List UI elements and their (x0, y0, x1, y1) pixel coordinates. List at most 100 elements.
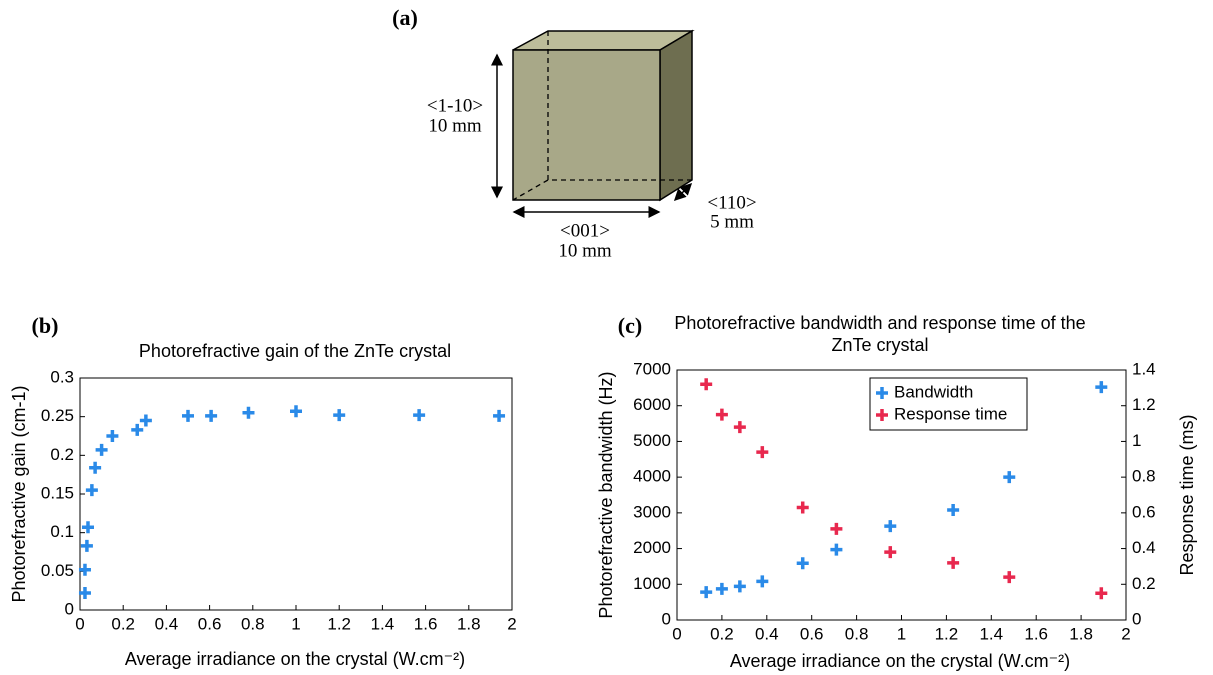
x-tick-label: 0.6 (800, 624, 824, 643)
marker (78, 586, 91, 599)
y-tick-label: 0.25 (41, 406, 74, 425)
y-tick-label: 0.05 (41, 561, 74, 580)
marker (756, 575, 769, 588)
marker (796, 501, 809, 514)
marker (182, 409, 194, 422)
legend-marker (876, 409, 888, 421)
x-tick-label: 1.8 (1069, 624, 1093, 643)
x-tick-label: 1.4 (371, 614, 395, 633)
y2-axis-label: Response time (ms) (1177, 414, 1197, 575)
y-tick-label: 2000 (633, 538, 671, 557)
marker (333, 409, 346, 422)
marker (796, 557, 809, 570)
legend-box (869, 377, 1028, 431)
x-tick-label: 0.2 (710, 624, 734, 643)
x-tick-label: 1.6 (414, 614, 438, 633)
marker (139, 414, 152, 427)
x-tick-label: 2 (507, 614, 516, 633)
marker (205, 409, 218, 422)
marker (131, 423, 144, 436)
x-tick-label: 0.4 (755, 624, 779, 643)
marker (830, 543, 843, 556)
panel-label: (b) (32, 313, 59, 338)
y-tick-label: 1000 (633, 574, 671, 593)
x-tick-label: 1.8 (457, 614, 481, 633)
y-tick-label: 0.1 (50, 522, 74, 541)
y-tick-label: 0.3 (50, 367, 74, 386)
x-tick-label: 0.6 (198, 614, 222, 633)
marker (85, 484, 98, 497)
marker (947, 504, 960, 516)
marker (884, 546, 897, 559)
y2-tick-label: 0.2 (1132, 574, 1156, 593)
x-tick-label: 1.6 (1024, 624, 1048, 643)
x-tick-label: 0.2 (111, 614, 135, 633)
x-tick-label: 0.4 (155, 614, 179, 633)
marker (106, 430, 119, 442)
marker (733, 421, 746, 434)
marker (756, 446, 769, 459)
y-tick-label: 0.2 (50, 445, 74, 464)
legend-marker (876, 387, 888, 399)
y2-tick-label: 0.8 (1132, 467, 1156, 486)
axis-label: <110> (707, 192, 756, 213)
chart-title: Photorefractive gain of the ZnTe crystal (139, 341, 451, 361)
marker (413, 409, 426, 422)
y-tick-label: 5000 (633, 431, 671, 450)
x-tick-label: 1 (897, 624, 906, 643)
y-tick-label: 7000 (633, 359, 671, 378)
marker (493, 409, 506, 422)
marker (733, 580, 746, 593)
y-tick-label: 3000 (633, 502, 671, 521)
marker (1003, 471, 1016, 484)
x-tick-label: 0 (672, 624, 681, 643)
marker (80, 539, 93, 552)
size-label: 5 mm (710, 211, 754, 232)
y-tick-label: 0.15 (41, 483, 74, 502)
y2-tick-label: 0 (1132, 609, 1141, 628)
marker (78, 563, 91, 576)
legend-label: Response time (894, 404, 1007, 423)
size-label: 10 mm (558, 240, 612, 261)
x-tick-label: 1.2 (935, 624, 959, 643)
y2-tick-label: 1 (1132, 431, 1141, 450)
x-tick-label: 1 (291, 614, 300, 633)
panel-label: (a) (392, 5, 418, 30)
chart-title: Photorefractive bandwidth and response t… (674, 313, 1086, 355)
x-tick-label: 1.4 (979, 624, 1003, 643)
axis-label: <1-10> (427, 95, 483, 116)
y-tick-label: 6000 (633, 395, 671, 414)
marker (700, 378, 713, 391)
x-tick-label: 2 (1121, 624, 1130, 643)
y-tick-label: 0 (65, 599, 74, 618)
marker (715, 408, 728, 421)
marker (95, 443, 108, 456)
y-axis-label: Photorefractive gain (cm-1) (9, 385, 29, 602)
y-tick-label: 4000 (633, 467, 671, 486)
x-tick-label: 1.2 (327, 614, 351, 633)
legend-label: Bandwidth (894, 382, 973, 401)
x-tick-label: 0.8 (845, 624, 869, 643)
y-tick-label: 0 (662, 609, 671, 628)
y2-tick-label: 1.2 (1132, 395, 1156, 414)
marker (1095, 587, 1108, 600)
x-axis-label: Average irradiance on the crystal (W.cm⁻… (125, 649, 465, 669)
marker (715, 582, 728, 595)
size-label: 10 mm (428, 115, 482, 136)
y-axis-label: Photorefractive bandwidth (Hz) (596, 371, 616, 618)
marker (884, 520, 897, 533)
marker (242, 406, 255, 419)
marker (290, 405, 302, 418)
marker (1003, 571, 1016, 584)
axis-label: <001> (560, 220, 610, 241)
panel-label: (c) (618, 313, 642, 338)
marker (700, 586, 713, 599)
y2-tick-label: 0.6 (1132, 502, 1156, 521)
x-tick-label: 0 (75, 614, 84, 633)
crystal (491, 29, 695, 218)
marker (89, 461, 102, 474)
marker (947, 556, 960, 569)
marker (81, 521, 94, 534)
